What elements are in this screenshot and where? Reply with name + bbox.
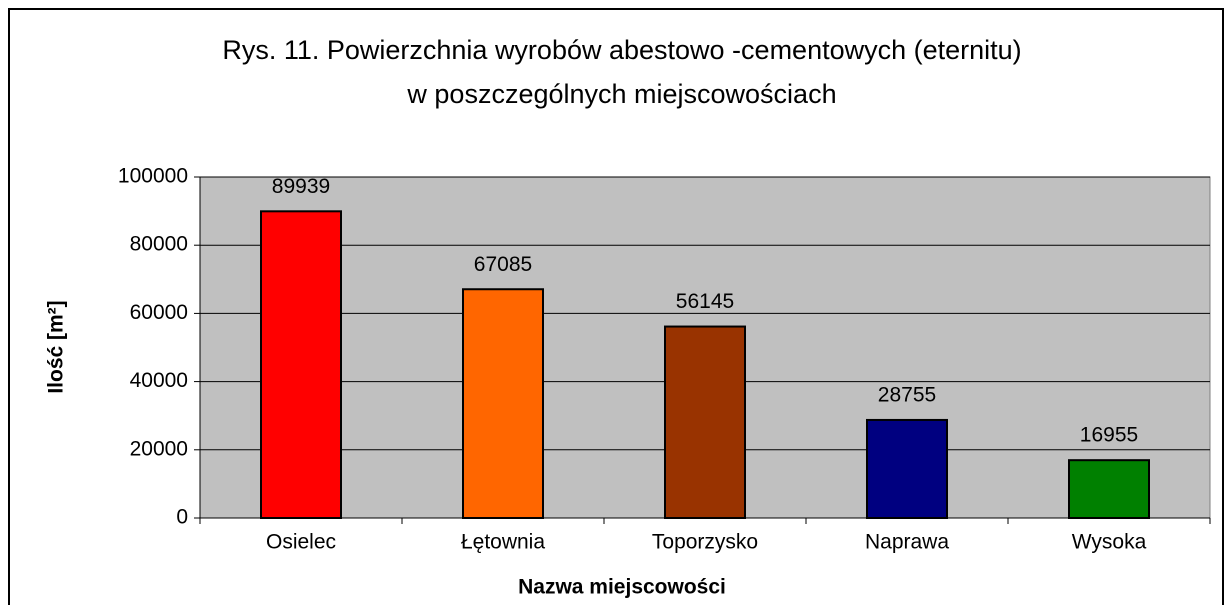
value-label: 16955: [1080, 424, 1138, 447]
x-tick-label: Toporzysko: [652, 531, 758, 554]
value-label: 56145: [676, 290, 734, 313]
chart-title: Rys. 11. Powierzchnia wyrobów abestowo -…: [222, 35, 1021, 65]
x-axis-title: Nazwa miejscowości: [518, 576, 726, 599]
bar: [1068, 459, 1150, 519]
x-tick-label: Naprawa: [865, 531, 949, 554]
y-tick-label: 40000: [130, 369, 188, 392]
bar: [664, 325, 746, 520]
y-tick-label: 0: [176, 506, 188, 529]
y-axis-title: Ilość [m²]: [45, 300, 68, 393]
x-tick-label: Osielec: [266, 531, 336, 554]
bar: [462, 288, 544, 519]
y-tick-label: 100000: [118, 165, 188, 188]
y-tick-label: 60000: [130, 301, 188, 324]
bar: [866, 418, 948, 520]
bar: [260, 210, 342, 519]
chart-title: w poszczególnych miejscowościach: [406, 79, 836, 109]
y-tick-label: 20000: [130, 437, 188, 460]
value-label: 28755: [878, 383, 936, 406]
x-tick-label: Wysoka: [1072, 531, 1147, 554]
value-label: 89939: [272, 175, 330, 198]
value-label: 67085: [474, 253, 532, 276]
x-tick-label: Łętownia: [461, 531, 545, 554]
y-tick-label: 80000: [130, 233, 188, 256]
